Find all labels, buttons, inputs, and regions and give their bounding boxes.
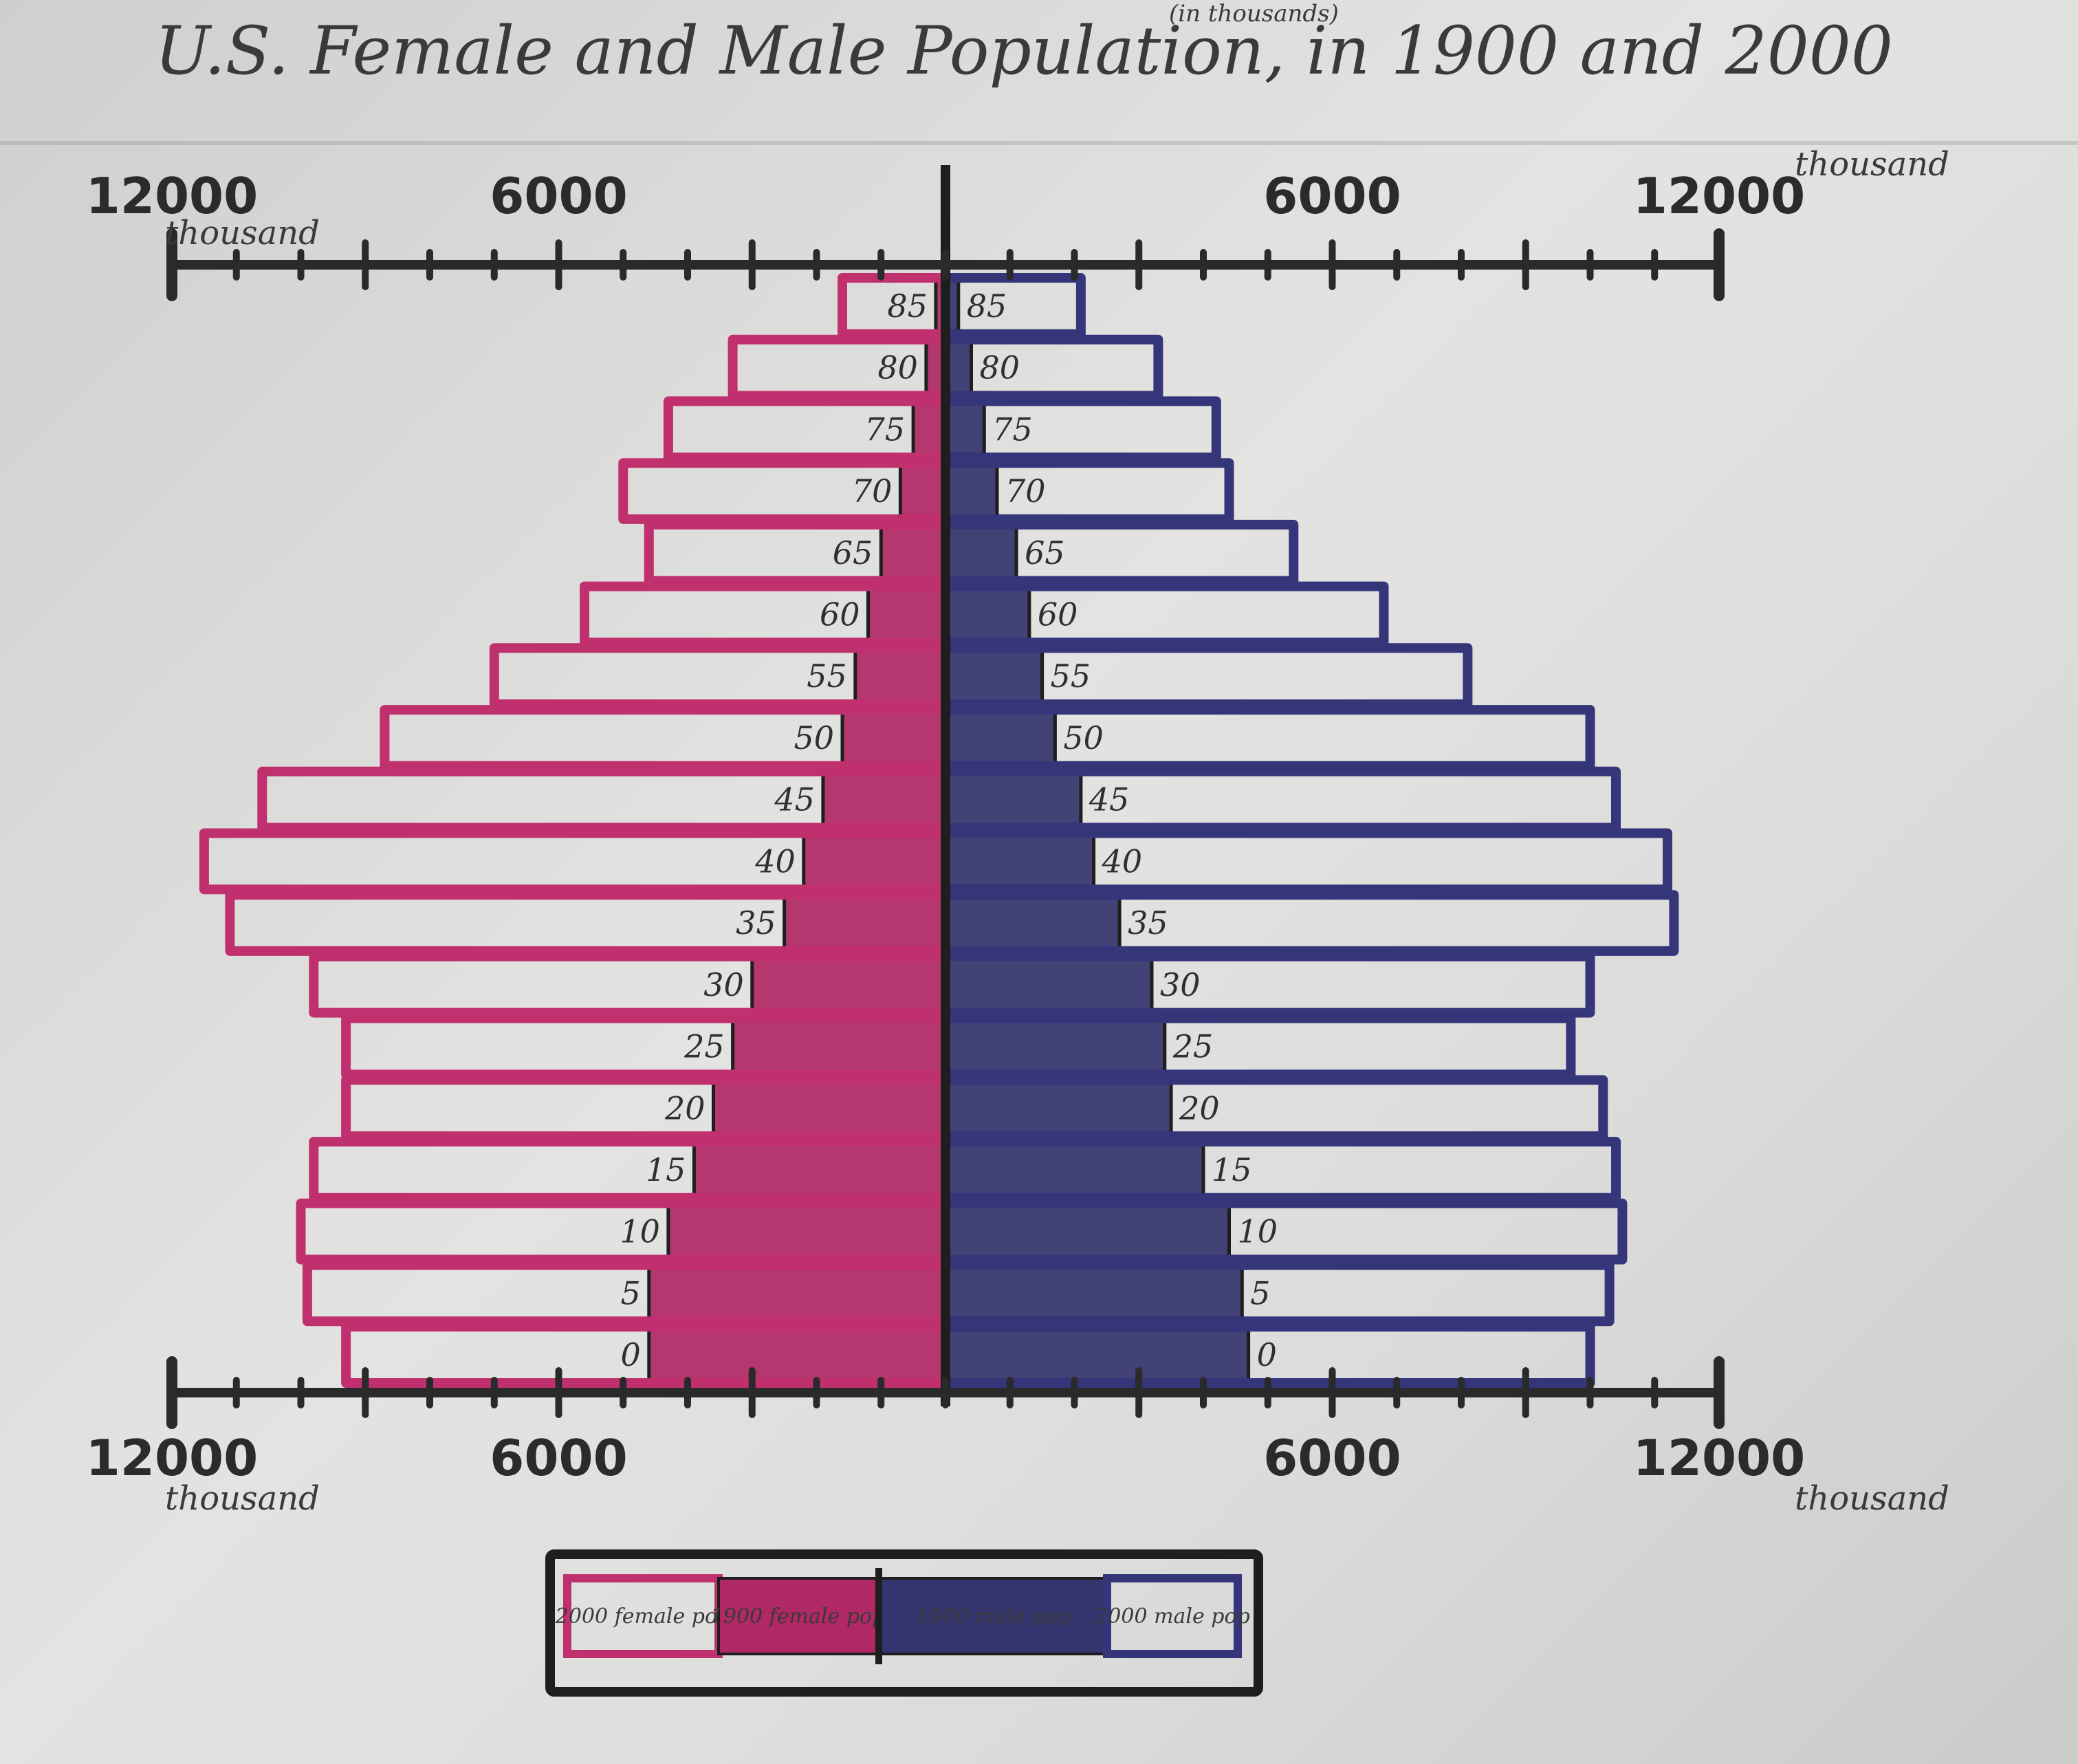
female-age-label-15: 15 [646, 1151, 686, 1188]
top-unit-label-right: thousand [1795, 145, 1949, 184]
bar-1900-female-pop-age-15 [692, 1140, 948, 1200]
male-age-label-10: 10 [1238, 1213, 1278, 1250]
top-tick-label-1: 6000 [490, 167, 627, 225]
top-tick-label-0: 12000 [86, 167, 259, 225]
bar-2000-female-pop-age-70 [618, 458, 951, 524]
bar-1900-female-pop-age-65 [879, 523, 948, 583]
male-age-label-45: 45 [1089, 781, 1130, 818]
female-age-label-35: 35 [736, 904, 776, 941]
bar-2000-male-pop-age-75 [941, 396, 1221, 463]
male-age-label-60: 60 [1038, 596, 1078, 633]
bar-1900-male-pop-age-15 [943, 1140, 1205, 1200]
female-age-label-30: 30 [703, 966, 744, 1003]
bar-1900-female-pop-age-75 [911, 399, 948, 459]
male-age-label-80: 80 [980, 349, 1020, 386]
bar-1900-male-pop-age-10 [943, 1201, 1231, 1262]
bar-1900-female-pop-age-25 [731, 1016, 948, 1076]
male-age-label-25: 25 [1172, 1028, 1214, 1065]
female-age-label-50: 50 [794, 719, 834, 756]
male-age-label-20: 20 [1179, 1089, 1220, 1126]
bars-layer [199, 273, 1679, 1389]
male-age-label-35: 35 [1128, 904, 1168, 941]
legend-label-1900-male-pop: 1900 male pop [916, 1604, 1071, 1629]
male-age-label-0: 0 [1257, 1336, 1277, 1373]
bottom-unit-label-right: thousand [1795, 1479, 1949, 1518]
male-age-label-40: 40 [1102, 842, 1143, 880]
bar-1900-female-pop-age-60 [866, 585, 948, 644]
legend-swatch-1900-male-pop [879, 1577, 1108, 1655]
bar-1900-male-pop-age-0 [943, 1325, 1251, 1385]
female-age-label-60: 60 [820, 596, 860, 633]
legend-label-2000-female-pop: 2000 female pop [555, 1604, 730, 1629]
bar-1900-male-pop-age-40 [943, 831, 1096, 891]
female-age-label-25: 25 [683, 1028, 725, 1065]
bar-1900-male-pop-age-45 [943, 770, 1083, 830]
bar-1900-female-pop-age-5 [647, 1263, 948, 1323]
legend-label-2000-male-pop: 2000 male pop [1094, 1604, 1250, 1629]
bar-1900-male-pop-age-25 [943, 1016, 1167, 1076]
bar-1900-female-pop-age-40 [802, 831, 948, 891]
male-age-label-5: 5 [1250, 1274, 1270, 1311]
chart-title: U.S. Female and Male Population, in 1900… [155, 12, 1893, 89]
bar-1900-female-pop-age-55 [853, 646, 948, 706]
male-age-label-75: 75 [992, 411, 1033, 448]
bottom-tick-label-2: 6000 [1263, 1429, 1401, 1487]
bar-1900-female-pop-age-0 [647, 1325, 948, 1385]
bar-1900-male-pop-age-30 [943, 955, 1154, 1015]
male-age-label-30: 30 [1160, 966, 1201, 1003]
female-age-label-70: 70 [852, 472, 893, 510]
female-age-label-55: 55 [807, 657, 847, 695]
female-age-label-10: 10 [620, 1213, 660, 1250]
male-age-label-65: 65 [1025, 534, 1065, 571]
bar-2000-male-pop-age-85 [941, 273, 1086, 339]
bar-1900-female-pop-age-50 [840, 708, 948, 768]
female-age-label-5: 5 [620, 1274, 640, 1311]
female-age-label-45: 45 [774, 781, 815, 818]
bar-1900-male-pop-age-50 [943, 708, 1057, 768]
bar-1900-female-pop-age-45 [821, 770, 948, 830]
male-age-label-55: 55 [1051, 657, 1091, 695]
male-age-label-85: 85 [967, 287, 1007, 325]
female-age-label-65: 65 [833, 534, 873, 571]
legend-frame [545, 1549, 1263, 1697]
bar-1900-male-pop-age-65 [943, 523, 1018, 583]
bar-1900-male-pop-age-60 [943, 585, 1031, 644]
chart-subtitle: (in thousands) [1169, 0, 1339, 28]
bar-1900-male-pop-age-70 [943, 461, 999, 521]
bar-1900-female-pop-age-10 [666, 1201, 948, 1262]
legend-swatch-2000-male-pop [1103, 1574, 1242, 1658]
bottom-tick-label-1: 6000 [490, 1429, 627, 1487]
top-tick-label-3: 12000 [1633, 167, 1806, 225]
female-age-label-80: 80 [877, 349, 918, 386]
bottom-tick-label-3: 12000 [1633, 1429, 1806, 1487]
bar-1900-male-pop-age-5 [943, 1263, 1244, 1323]
bar-1900-female-pop-age-30 [750, 955, 948, 1015]
bar-1900-male-pop-age-55 [943, 646, 1045, 706]
legend-label-1900-female-pop: 1900 female pop [710, 1604, 885, 1629]
female-age-label-85: 85 [887, 287, 928, 325]
female-age-label-40: 40 [754, 842, 796, 880]
male-age-label-15: 15 [1212, 1151, 1252, 1188]
male-age-label-70: 70 [1005, 472, 1046, 510]
male-age-label-50: 50 [1063, 719, 1104, 756]
bar-1900-male-pop-age-35 [943, 893, 1122, 953]
top-unit-label-left: thousand [165, 214, 320, 252]
bar-1900-female-pop-age-20 [712, 1078, 948, 1138]
bottom-unit-label-left: thousand [165, 1479, 320, 1518]
bottom-tick-label-0: 12000 [86, 1429, 259, 1487]
female-age-label-20: 20 [664, 1089, 706, 1126]
bar-2000-male-pop-age-80 [941, 334, 1163, 401]
bar-1900-female-pop-age-35 [783, 893, 948, 953]
female-age-label-0: 0 [620, 1336, 640, 1373]
bar-1900-female-pop-age-70 [898, 461, 948, 521]
bar-1900-male-pop-age-20 [943, 1078, 1173, 1138]
female-age-label-75: 75 [865, 411, 906, 448]
top-tick-label-2: 6000 [1263, 167, 1401, 225]
bar-1900-male-pop-age-75 [943, 399, 986, 459]
